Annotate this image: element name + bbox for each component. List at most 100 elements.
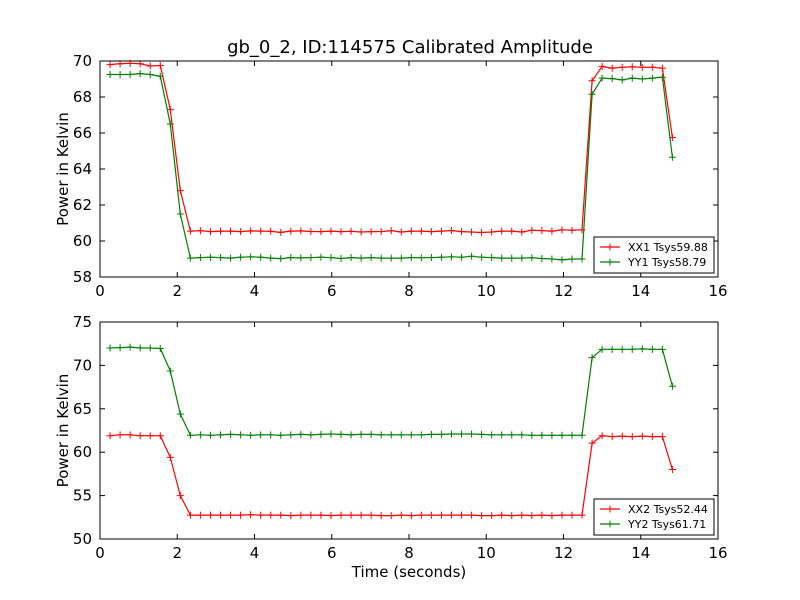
data-point-marker [146,62,154,70]
data-point-marker [578,511,586,519]
data-point-marker [327,512,335,520]
data-point-marker [478,430,486,438]
data-point-marker [618,345,626,353]
data-point-marker [648,74,656,82]
series-line-1-1 [109,346,673,436]
data-point-marker [578,431,586,439]
data-point-marker [136,344,144,352]
legend: XX1 Tsys59.88 YY1 Tsys58.79 [593,236,715,274]
y-tick-label: 70 [73,356,92,374]
data-point-marker [106,432,114,440]
data-point-marker [407,254,415,262]
data-point-marker [608,64,616,72]
data-point-marker [417,227,425,235]
data-point-marker [608,433,616,441]
data-point-marker [196,254,204,262]
data-point-marker [217,511,225,519]
x-tick-label: 10 [477,282,496,300]
data-point-marker [447,511,455,519]
data-point-marker [257,227,265,235]
data-point-marker [377,431,385,439]
data-point-marker [538,511,546,519]
data-point-marker [518,254,526,262]
data-point-marker [508,512,516,520]
data-point-marker [668,466,676,474]
data-point-marker [648,345,656,353]
data-point-marker [237,511,245,519]
data-point-marker [196,227,204,235]
legend-label: YY2 Tsys61.71 [627,518,706,531]
legend-marker [606,505,614,513]
data-point-marker [548,512,556,520]
data-point-marker [247,431,255,439]
data-point-marker [287,512,295,520]
data-point-marker [217,431,225,439]
data-point-marker [478,512,486,520]
data-point-marker [357,511,365,519]
data-point-marker [257,253,265,261]
x-tick-label: 16 [708,282,727,300]
data-point-marker [508,227,516,235]
data-point-marker [478,229,486,237]
data-point-marker [247,253,255,261]
data-point-marker [206,228,214,236]
y-tick-label: 55 [73,487,92,505]
x-tick-label: 6 [327,544,337,562]
data-point-marker [176,210,184,218]
data-point-marker [337,511,345,519]
data-point-marker [377,227,385,235]
data-point-marker [458,253,466,261]
data-point-marker [297,430,305,438]
y-tick-label: 70 [73,52,92,70]
x-tick-label: 14 [631,544,650,562]
y-tick-label: 60 [73,232,92,250]
data-point-marker [618,63,626,71]
data-point-marker [327,254,335,262]
data-point-marker [357,228,365,236]
series-line-1-0 [109,434,673,517]
data-point-marker [257,431,265,439]
data-point-marker [146,344,154,352]
x-tick-label: 10 [477,544,496,562]
data-point-marker [447,227,455,235]
data-point-marker [116,71,124,78]
data-point-marker [528,512,536,520]
data-point-marker [608,345,616,353]
data-point-marker [186,254,194,262]
data-point-marker [558,431,566,439]
data-point-marker [367,254,375,262]
data-point-marker [498,511,506,519]
data-point-marker [277,228,285,236]
legend-label: XX1 Tsys59.88 [628,241,708,254]
data-point-marker [628,345,636,353]
data-point-marker [327,430,335,438]
data-point-marker [447,253,455,261]
bottom-chart-panel: 0 2 4 6 8 10 12 14 16 50 55 60 65 70 75 Power in Kelvin… [54,313,728,581]
data-point-marker [498,431,506,439]
legend-marker [606,520,614,528]
legend-label: YY1 Tsys58.79 [627,256,706,269]
data-point-marker [558,256,566,264]
data-point-marker [628,63,636,71]
data-point-marker [106,71,114,78]
data-point-marker [498,227,506,235]
data-point-marker [367,430,375,438]
data-point-marker [347,227,355,235]
data-point-marker [508,431,516,439]
data-point-marker [307,227,315,235]
x-tick-label: 12 [554,544,573,562]
data-point-marker [628,433,636,441]
y-tick-label: 66 [73,124,92,142]
data-point-marker [397,254,405,262]
data-point-marker [407,227,415,235]
data-point-marker [437,511,445,519]
data-point-marker [237,253,245,261]
data-point-marker [407,431,415,439]
data-point-marker [237,228,245,236]
data-point-marker [287,431,295,439]
data-point-marker [267,227,275,235]
x-tick-label: 4 [250,544,260,562]
data-point-marker [568,431,576,439]
